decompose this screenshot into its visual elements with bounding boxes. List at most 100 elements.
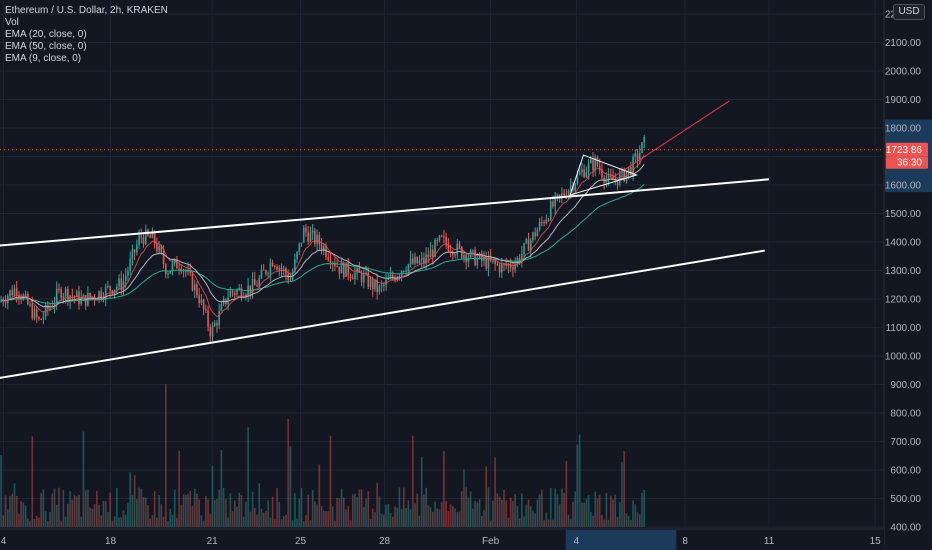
candle-body [162, 252, 165, 265]
candle-body [601, 169, 603, 178]
candle-body [487, 256, 490, 269]
candle-body [474, 250, 476, 266]
candle-body [414, 256, 416, 264]
volume-bar [127, 503, 129, 527]
upper-channel-line[interactable] [0, 178, 770, 247]
volume-bar [616, 517, 619, 527]
volume-bar [411, 435, 414, 527]
ema-9-legend[interactable]: EMA (9, close, 0) [5, 53, 82, 64]
volume-bar [211, 465, 214, 527]
ema-20-legend[interactable]: EMA (20, close, 0) [5, 29, 87, 40]
symbol-title[interactable]: Ethereum / U.S. Dollar, 2h, KRAKEN [5, 5, 168, 16]
candle-body [185, 270, 187, 273]
price-axis[interactable]: 400.00 500.00 600.00 700.00 800.00 900.00 1000… [883, 0, 932, 550]
candle-body [271, 262, 274, 267]
volume-bar [552, 519, 554, 527]
lower-channel-line[interactable] [0, 249, 765, 380]
candle-body [64, 288, 67, 297]
volume-bar [262, 512, 265, 527]
candle-body [398, 275, 401, 277]
candle-body [71, 295, 74, 297]
volume-bar [338, 498, 341, 527]
volume-bar [336, 497, 338, 527]
candle-body [176, 259, 178, 269]
volume-bar [291, 520, 294, 527]
volume-bar [369, 519, 372, 527]
time-axis[interactable]: 4 18 21 25 28 Feb 4 8 11 15 [0, 528, 884, 550]
current-price-tag[interactable] [886, 142, 928, 157]
volume-bar [612, 499, 614, 527]
candle-body [349, 275, 352, 278]
triangle-pattern[interactable] [569, 154, 639, 196]
volume-bar [178, 450, 180, 527]
volume-bar [621, 462, 623, 527]
candle-body [463, 254, 465, 258]
volume-bar [260, 508, 263, 527]
volume-bar [267, 500, 269, 527]
candle-body [35, 309, 38, 318]
volume-bar [374, 512, 376, 527]
candle-body [329, 259, 332, 265]
volume-bar [200, 515, 203, 527]
volume-bar [487, 487, 490, 527]
volume-bar [329, 435, 332, 527]
candle-body [420, 257, 423, 261]
volume-bar [534, 513, 536, 527]
volume-bar [109, 492, 111, 527]
candle-body [31, 304, 34, 319]
volume-bar [607, 519, 610, 527]
volume-bar [236, 506, 238, 527]
candle-body [492, 260, 494, 262]
candle-body [136, 244, 138, 253]
volume-bar [545, 512, 548, 527]
price-tick-label: 700.00 [890, 437, 921, 448]
volume-bar [133, 475, 136, 527]
volume-bar [358, 489, 361, 527]
volume-bar [249, 511, 252, 527]
currency-button[interactable]: USD [893, 4, 925, 20]
candle-body [396, 276, 399, 281]
volume-bar [423, 494, 425, 527]
candle-body [118, 278, 120, 287]
candle-body [614, 180, 617, 182]
candle-body [98, 291, 100, 300]
projection-line[interactable] [609, 100, 730, 180]
volume-bar [6, 509, 9, 527]
volume-bar [164, 384, 167, 527]
ema-50-legend[interactable]: EMA (50, close, 0) [5, 41, 87, 52]
candle-body [512, 267, 514, 270]
volume-bar [256, 514, 258, 527]
volume-bar [91, 508, 94, 527]
candle-body [278, 267, 281, 270]
volume-bar [463, 469, 465, 527]
volume-bar [454, 508, 456, 527]
volume-bar [505, 500, 508, 527]
volume-bar [116, 488, 118, 527]
volume-bar [9, 495, 11, 527]
volume-bar [13, 483, 16, 527]
volume-bar [104, 501, 107, 527]
volume-bar [274, 519, 276, 527]
volume-legend[interactable]: Vol [5, 17, 19, 28]
candle-body [342, 262, 345, 277]
volume-bar [438, 509, 441, 527]
drawing-lines[interactable] [0, 100, 884, 380]
candle-body [211, 326, 214, 337]
candle-body [380, 284, 383, 286]
volume-bar [394, 506, 396, 527]
volume-bar [483, 510, 485, 527]
volume-bar [596, 498, 599, 527]
volume-bar [40, 493, 42, 527]
volume-bar [576, 444, 579, 527]
volume-bar [638, 514, 641, 527]
candle-body [623, 169, 625, 182]
candle-body [563, 193, 565, 196]
volume-bar [111, 520, 114, 527]
candle-body [53, 302, 56, 307]
candle-body [547, 219, 550, 221]
volume-bar [22, 502, 25, 527]
volume-bar [420, 456, 423, 527]
volume-bar [49, 511, 51, 527]
volume-bar [472, 508, 474, 527]
